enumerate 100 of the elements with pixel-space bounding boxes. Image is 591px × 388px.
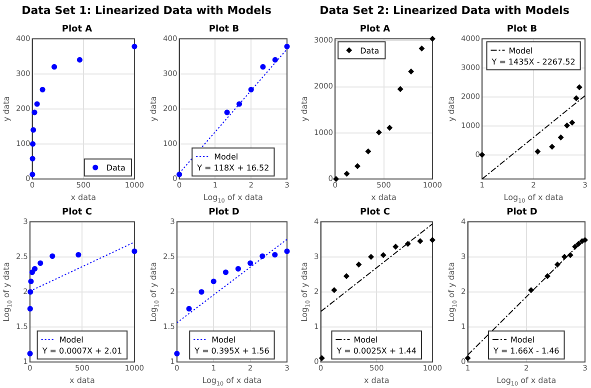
- point: [331, 287, 337, 293]
- text: Data Set 2: Linearized Data with Models: [318, 4, 570, 17]
- chart-title: Plot C: [62, 208, 92, 218]
- annotation: Y = 0.395X + 1.56: [194, 346, 270, 356]
- point: [32, 110, 38, 116]
- point: [576, 84, 582, 90]
- legend-label: Model: [214, 152, 238, 162]
- y-axis-title: y data: [149, 96, 158, 122]
- y-axis-title: y data: [447, 96, 456, 122]
- annotation: Y = 1.66X - 1.46: [492, 346, 560, 356]
- point: [573, 95, 580, 102]
- chart-title: Plot B: [506, 24, 538, 35]
- point: [333, 176, 339, 182]
- point: [344, 273, 350, 279]
- legend-label: Model: [510, 336, 535, 344]
- annotation: Y = 0.0007X + 2.01: [41, 346, 122, 356]
- legend-label: Model: [354, 336, 378, 344]
- point: [464, 355, 471, 361]
- point: [235, 266, 241, 272]
- text: Data Set 1: Linearized Data with Models: [20, 4, 272, 17]
- point: [356, 262, 362, 268]
- chart-title: Plot D: [506, 208, 538, 218]
- point: [572, 244, 578, 250]
- annotation: Y = 118X + 16.52: [196, 164, 270, 172]
- point: [27, 306, 33, 312]
- point: [132, 248, 138, 254]
- point: [417, 238, 423, 244]
- point: [50, 253, 56, 259]
- point: [354, 163, 360, 169]
- legend-label: Data: [360, 46, 380, 56]
- point: [222, 269, 229, 276]
- legend-label: Data: [106, 164, 126, 172]
- point: [76, 57, 83, 63]
- point: [564, 122, 570, 128]
- point: [568, 252, 574, 258]
- point: [272, 57, 278, 63]
- point: [32, 266, 38, 272]
- y-axis-title: y data: [300, 96, 309, 122]
- point: [132, 44, 138, 50]
- x-axis-title: x data: [364, 376, 390, 385]
- point: [260, 64, 266, 70]
- point: [534, 148, 540, 154]
- point: [430, 36, 436, 42]
- x-axis-title: x data: [70, 376, 95, 385]
- chart-title: Plot A: [62, 24, 92, 35]
- point: [30, 156, 36, 162]
- point: [284, 44, 290, 50]
- point: [569, 120, 575, 126]
- point: [30, 172, 36, 178]
- point: [408, 68, 414, 74]
- point: [376, 130, 382, 136]
- point: [392, 244, 398, 250]
- legend-label: Model: [212, 336, 236, 344]
- point: [38, 260, 44, 266]
- point: [248, 86, 254, 92]
- point: [544, 273, 550, 279]
- point: [418, 46, 425, 52]
- point: [380, 252, 386, 258]
- point: [398, 86, 404, 92]
- point: [386, 125, 392, 131]
- point: [344, 170, 350, 177]
- point: [28, 278, 34, 284]
- legend-label: Model: [59, 336, 84, 344]
- chart-title: Plot B: [208, 24, 240, 35]
- point: [319, 355, 325, 361]
- y-axis-title: y data: [2, 96, 11, 122]
- point: [40, 86, 46, 92]
- point: [479, 152, 485, 158]
- point: [558, 134, 564, 140]
- point: [272, 252, 278, 258]
- point: [368, 254, 374, 260]
- point: [284, 248, 290, 254]
- point: [224, 110, 230, 116]
- point: [28, 289, 34, 295]
- legend-label: Model: [508, 46, 533, 56]
- point: [562, 254, 568, 260]
- point: [405, 241, 411, 247]
- x-axis-title: x data: [70, 193, 96, 202]
- point: [29, 269, 35, 276]
- point: [236, 101, 242, 107]
- x-axis-title: x data: [371, 193, 397, 202]
- chart-title: Plot D: [208, 208, 240, 218]
- chart-title: Plot C: [360, 208, 390, 218]
- point: [248, 260, 254, 266]
- point: [210, 278, 216, 284]
- annotation: Y = 0.0025X + 1.44: [336, 346, 416, 356]
- point: [30, 127, 36, 133]
- point: [186, 306, 192, 312]
- point: [30, 141, 36, 147]
- point: [176, 172, 182, 178]
- chart-title: Plot A: [360, 24, 390, 35]
- point: [76, 252, 82, 258]
- point: [198, 289, 204, 295]
- point: [34, 101, 40, 107]
- point: [27, 350, 33, 356]
- point: [430, 237, 436, 243]
- point: [260, 253, 266, 259]
- point: [549, 144, 555, 150]
- point: [365, 148, 371, 154]
- point: [51, 64, 58, 70]
